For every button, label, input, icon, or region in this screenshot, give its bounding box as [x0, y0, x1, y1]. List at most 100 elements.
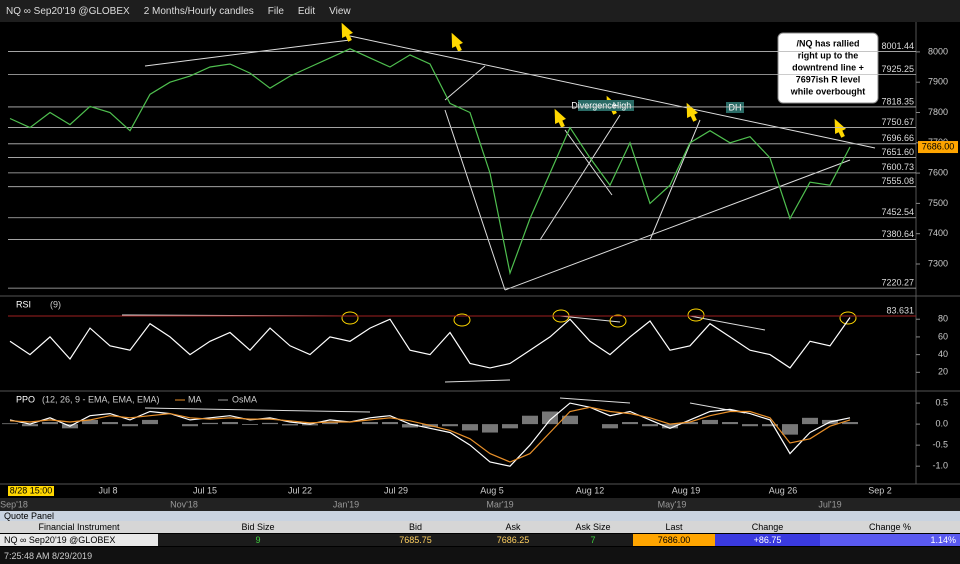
osma-bar	[742, 424, 758, 427]
level-label: 7925.25	[881, 64, 914, 74]
ma-legend: MA	[188, 394, 202, 404]
quote-cell: 7686.25	[496, 535, 530, 545]
column-header[interactable]: Bid Size	[241, 522, 275, 532]
overview-label: Mar'19	[486, 499, 513, 509]
date-label: Jul 29	[384, 485, 408, 495]
y-tick-label: 7800	[928, 107, 948, 117]
osma-bar	[142, 419, 158, 425]
level-label: 7750.67	[881, 117, 914, 127]
date-label: Jul 8	[98, 485, 117, 495]
note-box	[777, 32, 879, 104]
column-header[interactable]: Change	[751, 522, 784, 532]
note-text: /NQ has rallied	[796, 38, 859, 48]
level-label: 7555.08	[881, 176, 914, 186]
y-tick-label: 40	[938, 349, 948, 359]
osma-bar	[402, 424, 418, 428]
osma-bar	[182, 424, 198, 427]
level-label: 7220.27	[881, 278, 914, 288]
osma-bar	[282, 424, 298, 426]
osma-bar	[842, 422, 858, 425]
overview-label: Nov'18	[170, 499, 198, 509]
level-label: 7380.64	[881, 229, 914, 239]
level-label: 8001.44	[881, 41, 914, 51]
column-header[interactable]: Financial Instrument	[38, 522, 120, 532]
osma-bar	[22, 424, 38, 427]
y-tick-label: 7300	[928, 258, 948, 268]
rsi-params: (9)	[50, 299, 61, 309]
osma-bar	[102, 422, 118, 425]
y-tick-label: 7400	[928, 228, 948, 238]
osma-bar	[682, 422, 698, 425]
rsi-title: RSI	[16, 299, 31, 309]
last-price: 7686.00	[922, 141, 955, 151]
y-tick-label: -1.0	[932, 461, 948, 471]
column-header[interactable]: Last	[665, 522, 683, 532]
date-label: Aug 19	[672, 485, 701, 495]
date-label: Aug 26	[769, 485, 798, 495]
y-tick-label: 0.0	[935, 418, 948, 428]
osma-bar	[362, 422, 378, 425]
column-header[interactable]: Change %	[868, 522, 912, 532]
osma-bar	[222, 422, 238, 425]
level-label: 7651.60	[881, 147, 914, 157]
date-label: Jul 15	[193, 485, 217, 495]
osma-bar	[322, 422, 338, 425]
menu-view[interactable]: View	[329, 5, 351, 17]
osma-bar	[702, 419, 718, 425]
date-label: Sep 2	[868, 485, 892, 495]
column-header[interactable]: Ask Size	[575, 522, 611, 532]
overview-label: Jul'19	[818, 499, 841, 509]
series-line	[9, 48, 851, 276]
osma-bar	[762, 424, 778, 427]
osma-bar	[202, 422, 218, 425]
note-text: while overbought	[790, 86, 866, 96]
menu-edit[interactable]: Edit	[297, 5, 316, 17]
column-header[interactable]: Ask	[505, 522, 521, 532]
osma-bar	[442, 424, 458, 427]
instrument[interactable]: NQ ∞ Sep20'19 @GLOBEX	[6, 5, 130, 17]
menu-file[interactable]: File	[267, 5, 284, 17]
cursor-date: 8/28 15:00	[10, 485, 53, 495]
quote-cell: 7685.75	[399, 535, 432, 545]
series-line	[9, 402, 851, 467]
status-bar: 7:25:48 AM 8/29/2019	[0, 547, 960, 564]
quote-row[interactable]: NQ ∞ Sep20'19 @GLOBEX 9 7685.75 7686.25 7 768…	[0, 534, 960, 546]
quote-cell: 1.14%	[820, 534, 960, 546]
ppo-title: PPO	[16, 394, 35, 404]
y-tick-label: 7600	[928, 167, 948, 177]
column-header[interactable]: Bid	[408, 522, 422, 532]
y-tick-label: 7900	[928, 77, 948, 87]
level-label: 7696.66	[881, 133, 914, 143]
period[interactable]: 2 Months/Hourly candles	[143, 5, 254, 17]
series-line	[9, 317, 851, 369]
osma-bar	[642, 424, 658, 427]
overview-label: Jan'19	[333, 499, 359, 509]
osma-bar	[42, 422, 58, 425]
osma-bar	[122, 424, 138, 427]
osma-bar	[782, 424, 798, 435]
quote-cell: NQ ∞ Sep20'19 @GLOBEX	[0, 534, 158, 546]
level-label: 7600.73	[881, 162, 914, 172]
last-price-box	[918, 141, 958, 154]
quote-header: Financial Instrument Bid Size Bid Ask Ask Si…	[0, 521, 960, 533]
y-tick-label: 0.5	[935, 397, 948, 407]
series-line	[9, 406, 851, 463]
osma-bar	[542, 411, 558, 425]
level-label: 7452.54	[881, 207, 914, 217]
date-label: Aug 5	[480, 485, 504, 495]
y-tick-label: 80	[938, 314, 948, 324]
date-label: Aug 12	[576, 485, 605, 495]
note-text: 7697ish R level	[796, 74, 861, 84]
osma-legend: OsMA	[232, 394, 257, 404]
quote-cell: 7686.00	[633, 534, 715, 546]
y-tick-label: 20	[938, 367, 948, 377]
osma-bar	[82, 419, 98, 425]
osma-bar	[242, 424, 258, 425]
osma-bar	[302, 424, 318, 426]
trendlines	[121, 35, 876, 414]
divergence-label: Divergence	[571, 100, 617, 110]
osma-bar	[622, 422, 638, 425]
osma-bar	[722, 422, 738, 425]
quote-cell: 7	[590, 535, 596, 545]
